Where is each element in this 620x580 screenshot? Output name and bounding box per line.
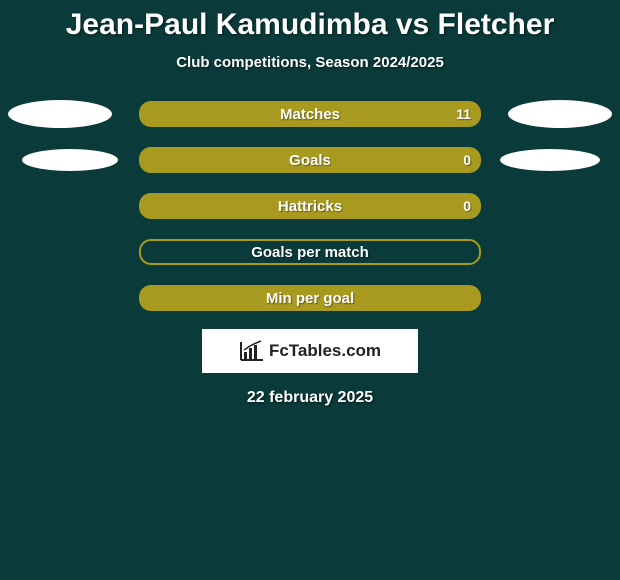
stat-label: Min per goal [266, 290, 354, 307]
branding-box: FcTables.com [202, 329, 418, 373]
stat-row-goals-per-match: Goals per match [0, 239, 620, 265]
stat-row-matches: Matches 11 [0, 101, 620, 127]
stat-label: Goals per match [251, 244, 369, 261]
infographic-container: Jean-Paul Kamudimba vs Fletcher Club com… [0, 0, 620, 407]
ellipse-left [22, 149, 118, 171]
ellipse-right [500, 149, 600, 171]
page-title: Jean-Paul Kamudimba vs Fletcher [66, 8, 555, 42]
ellipse-left [8, 100, 112, 128]
stat-bar: Goals 0 [139, 147, 481, 173]
ellipse-right [508, 100, 612, 128]
footer-date: 22 february 2025 [247, 389, 373, 407]
page-subtitle: Club competitions, Season 2024/2025 [176, 54, 444, 71]
stat-value: 0 [463, 152, 471, 168]
stat-bar: Matches 11 [139, 101, 481, 127]
stat-row-hattricks: Hattricks 0 [0, 193, 620, 219]
stat-label: Matches [280, 106, 340, 123]
chart-icon [239, 340, 265, 362]
stat-row-goals: Goals 0 [0, 147, 620, 173]
branding-text: FcTables.com [269, 341, 381, 361]
stat-bar: Min per goal [139, 285, 481, 311]
stat-bar: Goals per match [139, 239, 481, 265]
stat-label: Hattricks [278, 198, 342, 215]
stat-value: 11 [456, 106, 471, 122]
stat-rows: Matches 11 Goals 0 Hattricks 0 Goals per… [0, 101, 620, 311]
stat-value: 0 [463, 198, 471, 214]
stat-label: Goals [289, 152, 331, 169]
stat-bar: Hattricks 0 [139, 193, 481, 219]
stat-row-min-per-goal: Min per goal [0, 285, 620, 311]
